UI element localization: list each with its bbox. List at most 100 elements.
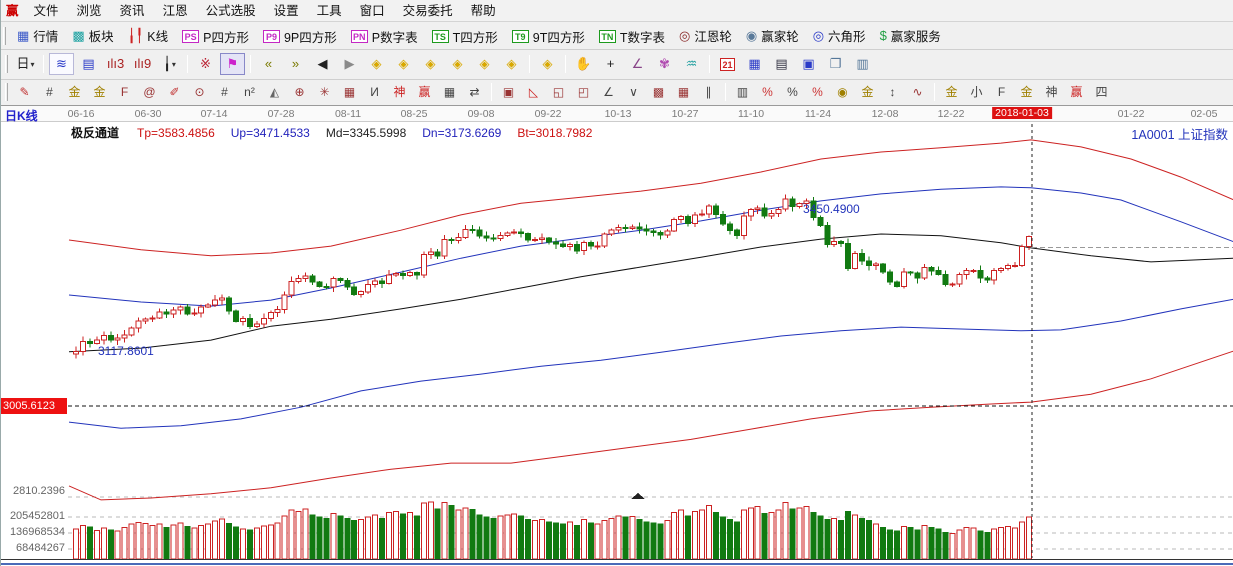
time-circle-button[interactable]: ⊙ (188, 82, 211, 102)
dense-grid-button[interactable]: ▩ (647, 82, 670, 102)
quickbar-hexagon[interactable]: ◎ 六角形 (806, 24, 873, 47)
gann-expand-v-button[interactable]: ◈ (499, 53, 524, 75)
first-page-button[interactable]: « (256, 53, 281, 75)
quickbar-quotes[interactable]: ▦ 行情 (10, 24, 65, 47)
last-page-button[interactable]: » (283, 53, 308, 75)
gold-line-button[interactable]: 金 (856, 82, 879, 102)
gann-step-left-button[interactable]: ◈ (364, 53, 389, 75)
flag-tool-button[interactable]: ⚑ (220, 53, 245, 75)
menu-trade-order[interactable]: 交易委托 (402, 4, 453, 18)
wave9-tool-button[interactable]: ılı9 (130, 53, 155, 75)
menu-file[interactable]: 文件 (33, 4, 59, 18)
quickbar-gann-wheel[interactable]: ◎ 江恩轮 (672, 24, 739, 47)
star-circle-button[interactable]: ✳ (313, 82, 336, 102)
page-forward-button[interactable]: ▶ (337, 53, 362, 75)
parallel-lines-button[interactable]: ∥ (697, 82, 720, 102)
quickbar-sectors[interactable]: ▩ 板块 (65, 24, 120, 47)
quickbar-winner-wheel[interactable]: ◉ 赢家轮 (739, 24, 806, 47)
gann-compress-h-button[interactable]: ◈ (445, 53, 470, 75)
quickbar-kline[interactable]: ╽╿ K线 (121, 24, 176, 47)
menu-gann[interactable]: 江恩 (162, 4, 188, 18)
mirror-tool-button[interactable]: ◭ (263, 82, 286, 102)
multi-wave-tool-button[interactable]: ≋ (49, 53, 74, 75)
gann-compress-v-button[interactable]: ◈ (472, 53, 497, 75)
trend-angle-button[interactable]: ∠ (597, 82, 620, 102)
width-mark-button[interactable]: ⇄ (463, 82, 486, 102)
print-button[interactable]: ▥ (850, 53, 875, 75)
xiao-angle-button[interactable]: 小 (965, 82, 988, 102)
quickbar-9p-square[interactable]: P9 9P四方形 (256, 25, 344, 48)
fan-box-button[interactable]: ◱ (547, 82, 570, 102)
f-angle-button[interactable]: F (990, 82, 1013, 102)
flower-tool-button[interactable]: ✾ (652, 53, 677, 75)
brush-tool-button[interactable]: ✎ (13, 82, 36, 102)
spiral-tool-icon: ♒ (685, 56, 698, 71)
price-flag-button[interactable]: ↕ (881, 82, 904, 102)
pane-divider-handle[interactable] (631, 493, 645, 499)
grid-123-button[interactable]: ▦ (438, 82, 461, 102)
wave3-tool-button[interactable]: ılı3 (103, 53, 128, 75)
menu-settings[interactable]: 设置 (273, 4, 299, 18)
ying-grid-button[interactable]: 赢 (413, 82, 436, 102)
angle-tool-button[interactable]: ∠ (625, 53, 650, 75)
k-mark-button[interactable]: И (363, 82, 386, 102)
box-tool-button[interactable]: ▣ (497, 82, 520, 102)
kline-chart[interactable]: 3117.8601 3450.4900 (1, 122, 1233, 566)
quickbar-t-square[interactable]: TS T四方形 (425, 25, 505, 48)
auto-doc-tool-button[interactable]: ▤ (76, 53, 101, 75)
angle-pen-button[interactable]: ✐ (163, 82, 186, 102)
gold-square-button[interactable]: 金 (63, 82, 86, 102)
gold-circle-button[interactable]: ◉ (831, 82, 854, 102)
percent-wave-button[interactable]: % (756, 82, 779, 102)
fan-box-2-button[interactable]: ◰ (572, 82, 595, 102)
gold-underline-button[interactable]: 金 (940, 82, 963, 102)
menu-formula-select[interactable]: 公式选股 (205, 4, 256, 18)
menu-tools[interactable]: 工具 (316, 4, 342, 18)
quickbar-p-square[interactable]: PS P四方形 (175, 25, 256, 48)
box-wave-button[interactable]: ∿ (906, 82, 929, 102)
gann-expand-h-button[interactable]: ◈ (418, 53, 443, 75)
menu-news[interactable]: 资讯 (119, 4, 145, 18)
candle-style-button[interactable]: ╽ ▾ (157, 53, 182, 75)
save-button[interactable]: ▣ (796, 53, 821, 75)
hand-tool-button[interactable]: ✋ (571, 53, 596, 75)
circle-cross-button[interactable]: ⊕ (288, 82, 311, 102)
pattern-tool-button[interactable]: ※ (193, 53, 218, 75)
shen-angle-button[interactable]: 神 (1040, 82, 1063, 102)
menu-browse[interactable]: 浏览 (76, 4, 102, 18)
notes-button[interactable]: ▤ (769, 53, 794, 75)
calculator-button[interactable]: ▦ (742, 53, 767, 75)
v-lines-button[interactable]: ∨ (622, 82, 645, 102)
gann-grid-button[interactable]: # (38, 82, 61, 102)
si-angle-button[interactable]: 四 (1090, 82, 1113, 102)
stats-box-button[interactable]: ▥ (731, 82, 754, 102)
gold-angle-button[interactable]: 金 (1015, 82, 1038, 102)
percent-button[interactable]: % (781, 82, 804, 102)
copy-window-button[interactable]: ❐ (823, 53, 848, 75)
fan-lines-button[interactable]: ◺ (522, 82, 545, 102)
ying-angle-button[interactable]: 赢 (1065, 82, 1088, 102)
percent-line-button[interactable]: % (806, 82, 829, 102)
quickbar-t-digits[interactable]: TN T数字表 (592, 25, 672, 48)
page-back-button[interactable]: ◀ (310, 53, 335, 75)
shen-grid-button[interactable]: 神 (388, 82, 411, 102)
gann-step-right-button[interactable]: ◈ (391, 53, 416, 75)
grid-circle-button[interactable]: ▦ (338, 82, 361, 102)
date-tick-highlight[interactable]: 2018-01-03 (992, 107, 1052, 119)
n-square-button[interactable]: n² (238, 82, 261, 102)
spiral-cal-button[interactable]: @ (138, 82, 161, 102)
quickbar-winner-service[interactable]: $ 赢家服务 (873, 24, 948, 47)
menu-help[interactable]: 帮助 (470, 4, 496, 18)
dense-grid-2-button[interactable]: ▦ (672, 82, 695, 102)
price-grid-button[interactable]: # (213, 82, 236, 102)
gann-center-button[interactable]: ◈ (535, 53, 560, 75)
quickbar-p-digits[interactable]: PN P数字表 (344, 25, 425, 48)
spiral-tool-button[interactable]: ♒ (679, 53, 704, 75)
menu-window[interactable]: 窗口 (359, 4, 385, 18)
gold-square-2-button[interactable]: 金 (88, 82, 111, 102)
period-daily-button[interactable]: 日 ▾ (13, 53, 38, 75)
f-grid-button[interactable]: F (113, 82, 136, 102)
quickbar-9t-square[interactable]: T9 9T四方形 (505, 25, 592, 48)
crosshair-tool-button[interactable]: + (598, 53, 623, 75)
calendar-21-button[interactable]: 21 (715, 53, 740, 75)
